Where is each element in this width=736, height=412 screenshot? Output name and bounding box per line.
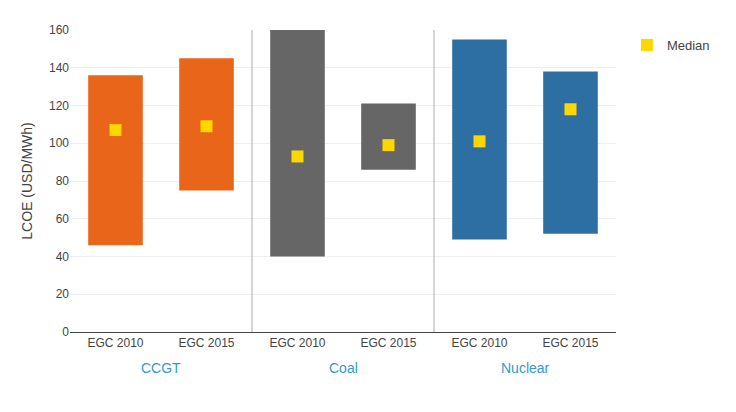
svg-text:Median: Median <box>667 38 710 53</box>
svg-text:20: 20 <box>56 287 70 301</box>
svg-text:LCOE (USD/MWh): LCOE (USD/MWh) <box>19 122 35 239</box>
svg-text:EGC 2015: EGC 2015 <box>178 336 234 350</box>
svg-text:EGC 2010: EGC 2010 <box>451 336 507 350</box>
svg-text:0: 0 <box>62 325 69 339</box>
svg-text:160: 160 <box>49 23 69 37</box>
svg-text:80: 80 <box>56 174 70 188</box>
svg-text:120: 120 <box>49 99 69 113</box>
svg-text:140: 140 <box>49 61 69 75</box>
svg-text:Nuclear: Nuclear <box>501 360 550 376</box>
svg-text:EGC 2010: EGC 2010 <box>269 336 325 350</box>
svg-text:EGC 2015: EGC 2015 <box>360 336 416 350</box>
svg-text:CCGT: CCGT <box>141 360 181 376</box>
svg-text:EGC 2010: EGC 2010 <box>87 336 143 350</box>
svg-text:60: 60 <box>56 212 70 226</box>
svg-text:EGC 2015: EGC 2015 <box>542 336 598 350</box>
svg-text:Coal: Coal <box>329 360 358 376</box>
svg-text:100: 100 <box>49 136 69 150</box>
svg-text:40: 40 <box>56 250 70 264</box>
